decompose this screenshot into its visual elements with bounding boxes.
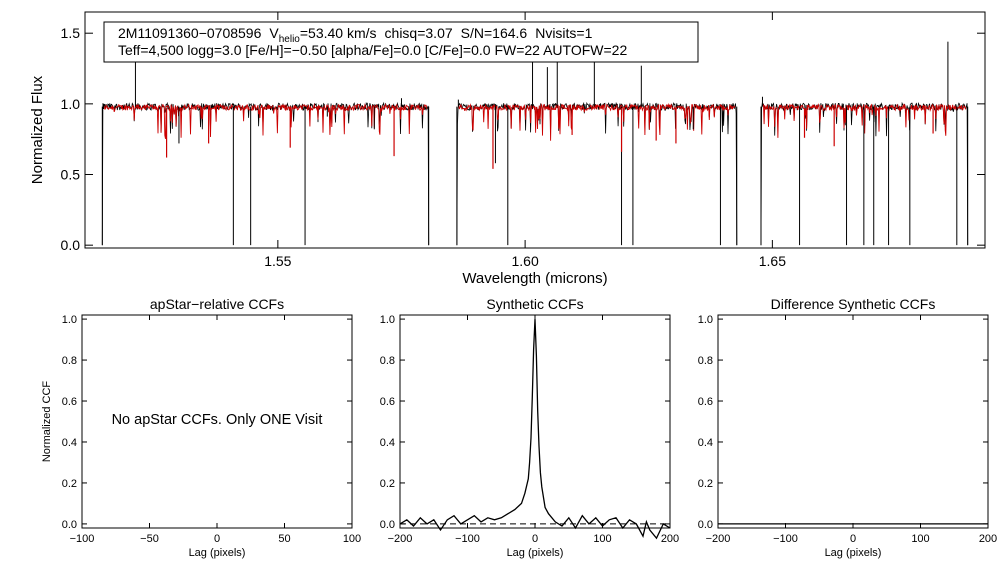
x-tick-label: 200	[661, 533, 679, 545]
vhelio-value: =53.40 km/s	[300, 25, 377, 41]
y-tick-label: 0.0	[698, 519, 713, 531]
synthetic-ccf-panel: −200 −100 0 100 200 0.0 0.2 0.4 0.6 0.8 1.0 Lag (pi…	[380, 296, 679, 559]
y-tick-label: 0.8	[380, 355, 395, 367]
vhelio-subscript: helio	[279, 34, 301, 45]
x-tick-label: 1.65	[759, 253, 786, 269]
x-tick-label: 1.55	[264, 253, 291, 269]
x-axis-label: Lag (pixels)	[507, 547, 564, 559]
y-tick-label: 0.4	[698, 437, 713, 449]
x-axis-label: Lag (pixels)	[825, 547, 882, 559]
y-tick-label: 0.0	[61, 237, 81, 253]
model-spectrum-line	[762, 103, 967, 138]
y-tick-label: 0.8	[62, 355, 77, 367]
y-tick-label: 0.2	[380, 478, 395, 490]
y-tick-label: 0.4	[62, 437, 77, 449]
plot-frame	[84, 11, 986, 249]
x-tick-label: 100	[343, 533, 361, 545]
y-tick-label: 1.5	[61, 25, 81, 41]
apstar-ccf-panel: −100 −50 0 50 100 0.0 0.2 0.4 0.6 0.8 1.0 Lag (pixe…	[41, 296, 361, 559]
panel-title: Synthetic CCFs	[486, 296, 583, 312]
vhelio-prefix: V	[269, 25, 279, 41]
y-tick-label: 1.0	[698, 314, 713, 326]
y-axis-label: Normalized Flux	[29, 75, 46, 184]
x-tick-label: 0	[850, 533, 856, 545]
synthetic-ccf-line	[399, 319, 671, 540]
x-tick-label: −100	[70, 533, 95, 545]
panel-title: Difference Synthetic CCFs	[771, 296, 936, 312]
info-line-2: Teff=4,500 logg=3.0 [Fe/H]=−0.50 [alpha/…	[118, 42, 627, 58]
y-tick-label: 0.4	[380, 437, 395, 449]
y-tick-label: 0.5	[61, 167, 81, 183]
nvisits: Nvisits=1	[535, 25, 592, 41]
x-axis-label: Lag (pixels)	[189, 547, 246, 559]
y-tick-label: 0.2	[62, 478, 77, 490]
y-tick-label: 1.0	[61, 96, 81, 112]
y-axis-label: Normalized CCF	[41, 381, 53, 463]
difference-ccf-panel: −200 −100 0 100 200 0.0 0.2 0.4 0.6 0.8 1.0 Lag (pi…	[698, 296, 997, 559]
model-spectrum-line	[458, 102, 736, 141]
snr: S/N=164.6	[461, 25, 528, 41]
y-tick-label: 0.0	[380, 519, 395, 531]
x-tick-label: −100	[773, 533, 798, 545]
model-spectrum-line	[103, 102, 428, 139]
y-tick-label: 1.0	[62, 314, 77, 326]
info-box	[103, 21, 699, 63]
y-tick-label: 0.6	[698, 396, 713, 408]
plot-frame	[717, 314, 989, 529]
y-tick-label: 0.0	[62, 519, 77, 531]
x-tick-label: 200	[979, 533, 997, 545]
x-axis-label: Wavelength (microns)	[462, 270, 607, 287]
y-tick-label: 1.0	[380, 314, 395, 326]
x-tick-label: −200	[388, 533, 413, 545]
panel-title: apStar−relative CCFs	[150, 296, 284, 312]
x-tick-label: 1.60	[511, 253, 538, 269]
y-tick-label: 0.2	[698, 478, 713, 490]
x-tick-label: 50	[278, 533, 290, 545]
y-tick-label: 0.6	[380, 396, 395, 408]
x-tick-label: −200	[706, 533, 731, 545]
no-ccf-message: No apStar CCFs. Only ONE Visit	[112, 412, 323, 428]
info-line-1: 2M11091360−0708596 Vhelio=53.40 km/s chisq…	[118, 25, 593, 45]
spectrum-panel: 1.55 1.60 1.65 0.0 0.5 1.0 1.5 Wavelength (micr…	[29, 11, 986, 287]
x-tick-label: −50	[140, 533, 159, 545]
x-tick-label: 0	[214, 533, 220, 545]
x-tick-label: 100	[593, 533, 611, 545]
x-tick-label: 0	[532, 533, 538, 545]
object-id: 2M11091360−0708596	[118, 25, 262, 41]
plot-frame	[399, 314, 671, 529]
y-tick-label: 0.6	[62, 396, 77, 408]
y-tick-label: 0.8	[698, 355, 713, 367]
x-tick-label: 100	[911, 533, 929, 545]
chisq: chisq=3.07	[385, 25, 453, 41]
observed-spectrum-line	[456, 101, 738, 246]
x-tick-label: −100	[455, 533, 480, 545]
